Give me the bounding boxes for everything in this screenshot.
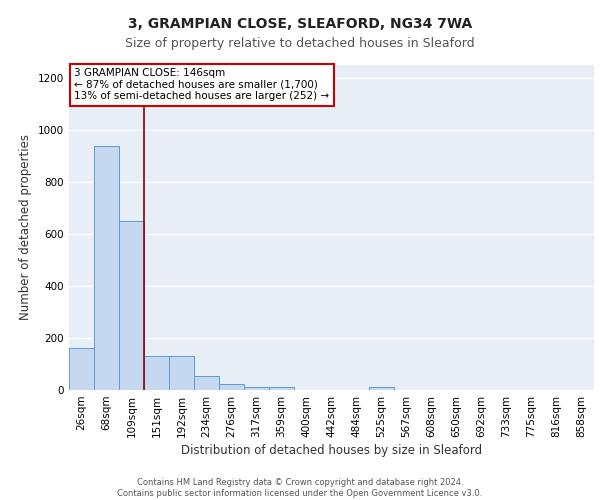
Bar: [119, 221, 144, 390]
X-axis label: Distribution of detached houses by size in Sleaford: Distribution of detached houses by size …: [181, 444, 482, 457]
Text: 3, GRAMPIAN CLOSE, SLEAFORD, NG34 7WA: 3, GRAMPIAN CLOSE, SLEAFORD, NG34 7WA: [128, 18, 472, 32]
Bar: [194, 376, 219, 390]
Bar: [169, 356, 194, 390]
Text: Contains HM Land Registry data © Crown copyright and database right 2024.
Contai: Contains HM Land Registry data © Crown c…: [118, 478, 482, 498]
Bar: [144, 356, 169, 390]
Bar: [219, 384, 244, 390]
Text: 3 GRAMPIAN CLOSE: 146sqm
← 87% of detached houses are smaller (1,700)
13% of sem: 3 GRAMPIAN CLOSE: 146sqm ← 87% of detach…: [74, 68, 329, 102]
Bar: [244, 387, 269, 390]
Text: Size of property relative to detached houses in Sleaford: Size of property relative to detached ho…: [125, 38, 475, 51]
Bar: [369, 387, 394, 390]
Bar: [69, 348, 94, 390]
Bar: [269, 387, 294, 390]
Bar: [94, 146, 119, 390]
Y-axis label: Number of detached properties: Number of detached properties: [19, 134, 32, 320]
